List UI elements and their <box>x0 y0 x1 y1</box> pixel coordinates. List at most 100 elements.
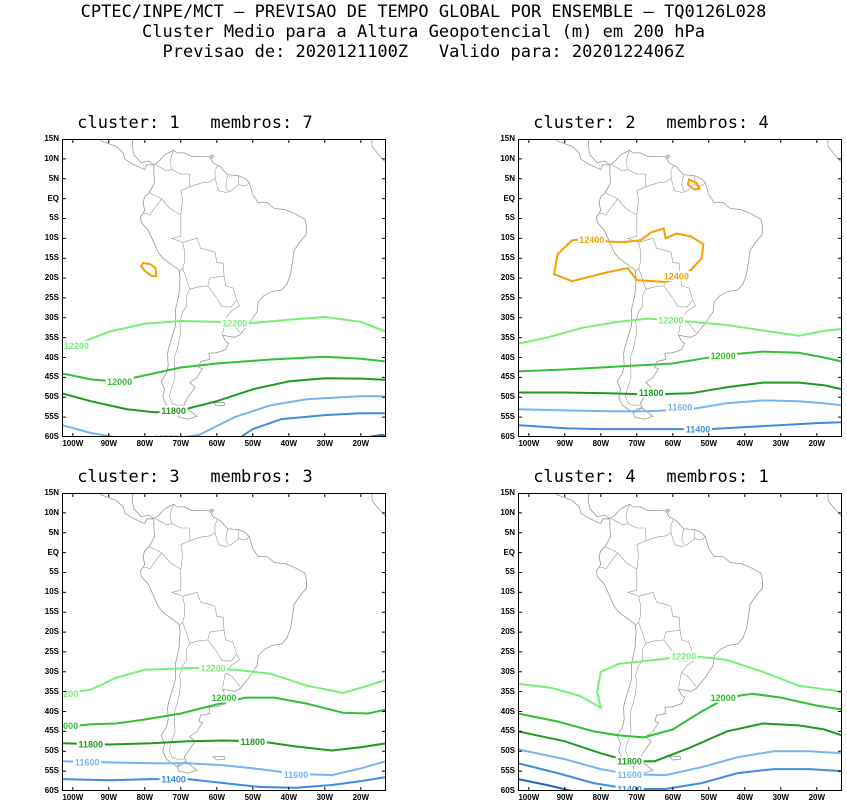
lat-tick-label: 50S <box>44 746 59 756</box>
lat-tick-label: 10N <box>500 507 515 517</box>
height-contour-line <box>518 722 842 763</box>
lon-tick-label: 70W <box>628 439 646 448</box>
contour-label: 12200 <box>671 651 696 661</box>
central-america-coastline <box>554 493 610 525</box>
caribbean-island-coastline <box>665 155 671 160</box>
lon-tick-label: 20W <box>352 793 370 802</box>
contour-label: 12400 <box>579 235 604 245</box>
lat-tick-label: 40S <box>44 706 59 716</box>
lat-tick-label: 25S <box>44 292 59 302</box>
contour-label: 11400 <box>161 775 186 785</box>
lat-tick-label: 60S <box>44 786 59 795</box>
country-border <box>663 276 693 308</box>
lat-tick-label: 5N <box>48 527 59 537</box>
contour-label: 11400 <box>686 425 711 435</box>
central-america-coastline <box>98 139 154 171</box>
contour-label-background <box>709 350 738 361</box>
lat-tick-label: 35S <box>500 686 515 696</box>
map-frame <box>62 139 386 437</box>
lon-tick-label: 40W <box>280 439 298 448</box>
lat-tick-label: 5N <box>504 527 515 537</box>
contour-label: 12400 <box>664 272 689 282</box>
contour-label: 11600 <box>75 757 100 767</box>
height-contour-line <box>62 315 386 345</box>
country-border <box>225 528 228 545</box>
lat-tick-label: 10S <box>44 587 59 597</box>
contour-label-background <box>615 769 644 780</box>
lat-tick-label: 55S <box>44 412 59 422</box>
lat-tick-label: EQ <box>503 193 515 203</box>
lon-tick-label: 80W <box>592 793 610 802</box>
country-border <box>182 591 225 644</box>
lon-tick-label: 50W <box>700 793 718 802</box>
contour-label-background <box>657 314 685 325</box>
lat-tick-label: 15S <box>500 607 515 617</box>
map-panel: 12200 12200 12000 11800 11600 <box>62 139 386 437</box>
country-border <box>155 518 191 570</box>
lon-tick-label: 90W <box>100 439 118 448</box>
africa-coastline <box>827 139 842 167</box>
country-border <box>169 504 174 524</box>
tierra-del-fuego-coastline <box>632 407 654 420</box>
country-border <box>182 237 225 290</box>
country-border <box>143 546 163 569</box>
contour-label-background <box>220 317 249 328</box>
lat-tick-label: 5S <box>505 567 515 577</box>
contour-label: 12200 <box>658 315 683 325</box>
lat-tick-label: 15S <box>500 253 515 263</box>
contour-label-background <box>615 784 644 791</box>
height-contour-line <box>62 776 386 789</box>
lon-tick-label: 40W <box>280 793 298 802</box>
contour-label: 11600 <box>617 770 642 780</box>
country-border <box>638 591 681 644</box>
lat-tick-label: EQ <box>47 193 59 203</box>
central-america-coastline <box>554 139 610 171</box>
lat-tick-label: 15N <box>44 488 59 497</box>
lat-tick-label: 15N <box>500 488 515 497</box>
south-america-coastline <box>140 503 308 767</box>
contour-label: 11600 <box>668 403 693 413</box>
height-contour-closed <box>552 227 705 284</box>
lat-tick-label: 20S <box>500 273 515 283</box>
africa-coastline <box>371 139 386 167</box>
lat-tick-label: 35S <box>500 332 515 342</box>
lat-tick-label: EQ <box>503 547 515 557</box>
lat-tick-label: 35S <box>44 332 59 342</box>
country-border <box>155 164 191 216</box>
lat-tick-label: 30S <box>44 666 59 676</box>
contour-label-background <box>62 720 80 731</box>
lat-tick-label: 40S <box>44 352 59 362</box>
lat-tick-label: 5S <box>49 567 59 577</box>
country-border <box>617 552 641 626</box>
contour-label-background <box>709 692 738 703</box>
panel-title: cluster: 3 membros: 3 <box>77 467 313 487</box>
country-border <box>681 174 684 191</box>
height-contour-line <box>518 317 842 345</box>
lon-tick-label: 30W <box>772 793 790 802</box>
south-america-coastline <box>140 149 308 413</box>
lon-tick-label: 80W <box>592 439 610 448</box>
central-america-coastline <box>98 493 154 525</box>
south-america-coastline <box>596 149 764 413</box>
country-border <box>222 672 226 689</box>
height-contour-line <box>518 654 842 710</box>
lat-tick-label: 55S <box>500 412 515 422</box>
height-contour-line <box>62 739 386 752</box>
contour-label-background <box>199 662 228 673</box>
falklands-coastline <box>212 401 226 407</box>
country-border <box>214 178 250 193</box>
subtitle-dates: Previsao de: 2020121100Z Valido para: 20… <box>162 42 685 62</box>
lon-tick-label: 50W <box>700 439 718 448</box>
contour-label: 11800 <box>617 757 642 767</box>
lat-tick-label: 10S <box>500 233 515 243</box>
country-border <box>225 174 228 191</box>
contour-label-background <box>238 736 267 747</box>
height-contour-closed <box>686 178 702 191</box>
lon-tick-label: 70W <box>172 793 190 802</box>
height-contour-line <box>518 762 842 790</box>
lat-tick-label: 25S <box>500 292 515 302</box>
lat-tick-label: 15N <box>500 134 515 143</box>
lat-tick-label: 55S <box>44 766 59 776</box>
contour-label-background <box>210 692 238 703</box>
lon-tick-label: 20W <box>352 439 370 448</box>
